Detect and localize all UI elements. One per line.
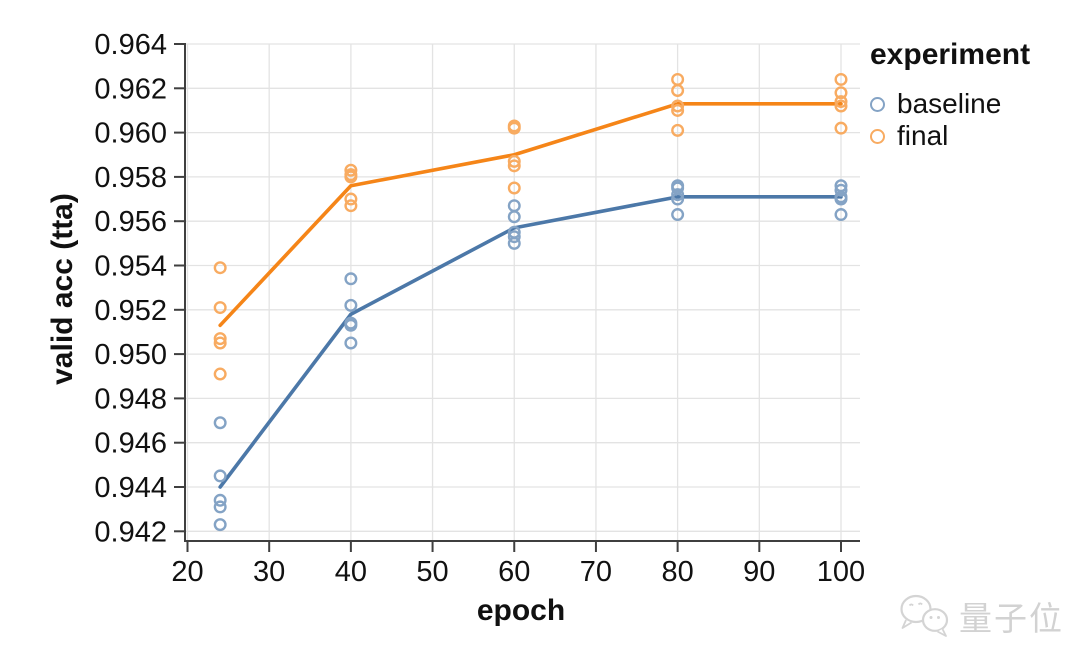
data-point-final — [213, 367, 227, 381]
x-tick-label: 40 — [335, 556, 367, 588]
mean-line-baseline — [218, 195, 843, 489]
y-tick-label: 0.944 — [94, 472, 167, 504]
data-point-final — [213, 261, 227, 275]
data-point-final — [213, 332, 227, 346]
mean-line-final — [218, 102, 843, 328]
y-tick-label: 0.960 — [94, 118, 167, 150]
x-tick-label: 90 — [743, 556, 775, 588]
x-tick-label: 20 — [171, 556, 203, 588]
x-tick-label: 50 — [416, 556, 448, 588]
data-point-final — [834, 121, 848, 135]
y-tick-label: 0.950 — [94, 339, 167, 371]
data-point-baseline — [213, 493, 227, 507]
data-point-baseline — [834, 183, 848, 197]
data-point-final — [507, 159, 521, 173]
data-point-baseline — [834, 208, 848, 222]
data-point-baseline — [507, 230, 521, 244]
data-point-baseline — [834, 192, 848, 206]
legend: experiment baseline final — [870, 38, 1030, 152]
data-point-final — [507, 154, 521, 168]
data-point-baseline — [671, 188, 685, 202]
data-point-baseline — [213, 469, 227, 483]
data-point-final — [344, 199, 358, 213]
legend-label-final: final — [897, 120, 949, 151]
data-point-baseline — [344, 272, 358, 286]
final-point-icon — [870, 128, 885, 144]
x-axis-title: epoch — [476, 594, 566, 627]
data-point-final — [834, 72, 848, 86]
data-point-final — [671, 103, 685, 117]
x-tick-label: 70 — [580, 556, 612, 588]
data-point-final — [213, 301, 227, 315]
legend-title: experiment — [870, 38, 1031, 71]
data-point-final — [671, 99, 685, 113]
data-point-baseline — [344, 318, 358, 332]
legend-item-final: final — [870, 120, 1030, 152]
data-point-baseline — [507, 210, 521, 224]
baseline-point-icon — [870, 96, 885, 112]
watermark: 量子位 — [895, 590, 1064, 642]
y-tick-label: 0.952 — [94, 295, 167, 327]
data-point-final — [834, 99, 848, 113]
y-tick-label: 0.958 — [94, 162, 167, 194]
data-point-baseline — [671, 208, 685, 222]
data-point-final — [671, 84, 685, 98]
data-point-final — [507, 181, 521, 195]
y-tick-label: 0.946 — [94, 428, 167, 460]
y-tick-label: 0.954 — [94, 251, 167, 283]
y-tick-label: 0.956 — [94, 206, 167, 238]
data-point-baseline — [507, 236, 521, 250]
legend-label-baseline: baseline — [897, 88, 1002, 119]
legend-item-baseline: baseline — [870, 88, 1030, 120]
watermark-text: 量子位 — [959, 600, 1064, 637]
data-point-final — [671, 123, 685, 137]
wechat-icon — [900, 594, 949, 637]
data-point-final — [344, 163, 358, 177]
x-tick-label: 60 — [498, 556, 530, 588]
y-tick-label: 0.942 — [94, 516, 167, 548]
data-point-baseline — [344, 298, 358, 312]
data-point-final — [834, 95, 848, 109]
data-point-final — [834, 86, 848, 100]
x-tick-label: 30 — [253, 556, 285, 588]
data-point-baseline — [213, 500, 227, 514]
data-point-final — [213, 336, 227, 350]
x-tick-label: 80 — [661, 556, 693, 588]
data-point-final — [344, 192, 358, 206]
data-point-baseline — [213, 416, 227, 430]
data-point-baseline — [213, 518, 227, 532]
data-point-final — [344, 170, 358, 184]
data-point-baseline — [671, 192, 685, 206]
data-point-final — [507, 121, 521, 135]
x-tick-label: 100 — [817, 556, 865, 588]
y-tick-label: 0.962 — [94, 73, 167, 105]
data-point-baseline — [344, 336, 358, 350]
y-tick-label: 0.964 — [94, 29, 167, 61]
y-axis-title: valid acc (tta) — [46, 193, 79, 385]
y-tick-label: 0.948 — [94, 383, 167, 415]
